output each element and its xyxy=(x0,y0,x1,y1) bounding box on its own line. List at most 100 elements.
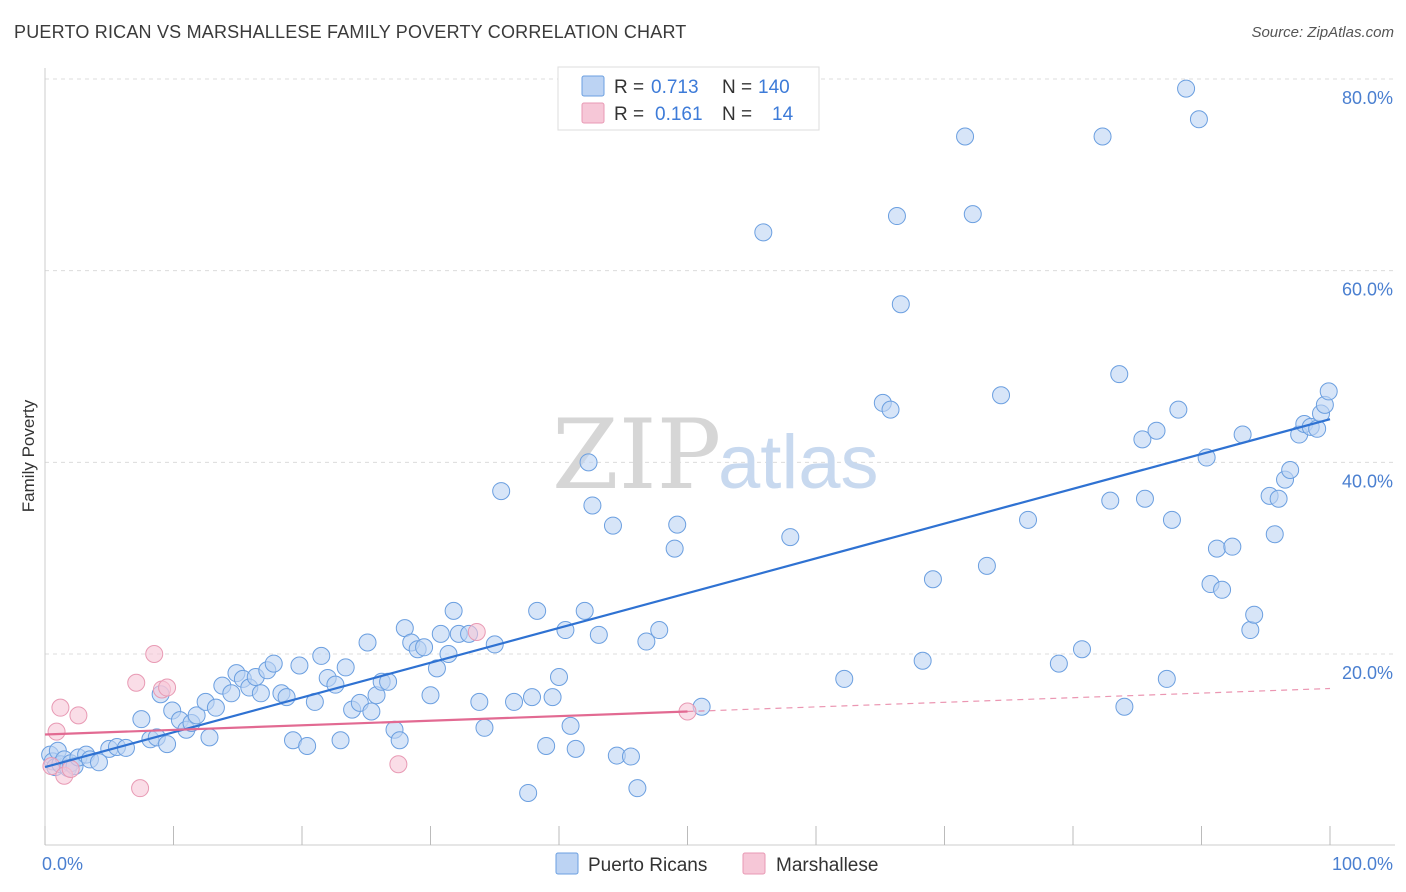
x-tick-label: 0.0% xyxy=(42,854,83,874)
axes xyxy=(44,68,1395,846)
trend-line-marshallese xyxy=(44,710,688,736)
trend-line-marshallese-extension xyxy=(687,687,1331,713)
point-puerto-ricans xyxy=(913,651,932,670)
point-puerto-ricans xyxy=(89,753,108,772)
point-puerto-ricans xyxy=(528,601,547,620)
point-marshallese xyxy=(127,673,146,692)
watermark: ZIP atlas xyxy=(552,399,879,511)
point-puerto-ricans xyxy=(1162,510,1181,529)
legend-swatch-puerto-ricans xyxy=(581,75,605,97)
x-tick-label: 100.0% xyxy=(1332,854,1393,874)
watermark-atlas: atlas xyxy=(718,420,879,505)
point-puerto-ricans xyxy=(1115,697,1134,716)
point-puerto-ricans xyxy=(158,735,177,754)
legend-n-value-1: 140 xyxy=(758,77,790,98)
series-swatch-puerto-ricans xyxy=(555,852,579,875)
y-tick-label: 60.0% xyxy=(1342,280,1393,300)
point-puerto-ricans xyxy=(1213,580,1232,599)
point-puerto-ricans xyxy=(264,654,283,673)
legend-n-label-1: N = xyxy=(722,77,752,98)
point-puerto-ricans xyxy=(187,706,206,725)
point-puerto-ricans xyxy=(1157,669,1176,688)
point-puerto-ricans xyxy=(1207,539,1226,558)
grid xyxy=(45,78,1395,655)
point-puerto-ricans xyxy=(1049,654,1068,673)
point-puerto-ricans xyxy=(1093,127,1112,146)
point-puerto-ricans xyxy=(1101,491,1120,510)
point-puerto-ricans xyxy=(887,207,906,226)
trend-lines xyxy=(44,418,1331,769)
point-puerto-ricans xyxy=(543,688,562,707)
trend-line-puerto-ricans xyxy=(44,418,1331,769)
point-puerto-ricans xyxy=(583,496,602,515)
legend-n-value-2: 14 xyxy=(772,104,794,125)
point-puerto-ricans xyxy=(754,223,773,242)
point-puerto-ricans xyxy=(963,205,982,224)
point-puerto-ricans xyxy=(298,737,317,755)
point-puerto-ricans xyxy=(1189,110,1208,129)
point-puerto-ricans xyxy=(589,625,608,644)
point-puerto-ricans xyxy=(881,400,900,419)
point-puerto-ricans xyxy=(200,728,219,747)
point-marshallese xyxy=(61,760,80,778)
tick-labels: 20.0% 40.0% 60.0% 80.0% 0.0% 100.0% xyxy=(42,88,1393,874)
point-puerto-ricans xyxy=(1110,365,1129,384)
point-puerto-ricans xyxy=(358,633,377,652)
point-puerto-ricans xyxy=(519,783,538,802)
legend-r-label-2: R = xyxy=(614,104,644,125)
point-puerto-ricans xyxy=(637,632,656,651)
series-legend: Puerto Ricans Marshallese xyxy=(555,852,878,876)
point-puerto-ricans xyxy=(781,528,800,547)
stats-legend: R = 0.713 N = 140 R = 0.161 N = 14 xyxy=(557,66,820,131)
point-puerto-ricans xyxy=(650,621,669,640)
point-marshallese xyxy=(145,645,164,663)
point-puerto-ricans xyxy=(1019,510,1038,529)
point-puerto-ricans xyxy=(362,702,381,721)
series-label-puerto-ricans: Puerto Ricans xyxy=(588,855,707,876)
point-puerto-ricans xyxy=(523,688,542,707)
point-marshallese xyxy=(51,698,70,717)
source-label: Source: ZipAtlas.com xyxy=(1251,24,1394,41)
point-puerto-ricans xyxy=(668,515,687,534)
legend-r-label-1: R = xyxy=(614,77,644,98)
point-marshallese xyxy=(158,678,177,697)
series-label-marshallese: Marshallese xyxy=(776,855,878,876)
point-puerto-ricans xyxy=(992,386,1011,405)
point-puerto-ricans xyxy=(331,731,350,750)
point-puerto-ricans xyxy=(579,453,598,472)
point-puerto-ricans xyxy=(956,127,975,146)
point-puerto-ricans xyxy=(415,638,434,657)
point-puerto-ricans xyxy=(1177,79,1196,98)
point-puerto-ricans xyxy=(390,731,409,750)
legend-n-label-2: N = xyxy=(722,104,752,125)
point-puerto-ricans xyxy=(665,539,684,558)
y-tick-label: 40.0% xyxy=(1342,471,1393,491)
point-puerto-ricans xyxy=(1133,430,1152,449)
point-puerto-ricans xyxy=(1269,489,1288,508)
point-puerto-ricans xyxy=(1265,525,1284,544)
point-marshallese xyxy=(389,755,408,774)
point-puerto-ricans xyxy=(977,556,996,575)
point-marshallese xyxy=(47,722,66,741)
point-puerto-ricans xyxy=(566,739,585,758)
point-puerto-ricans xyxy=(891,295,910,314)
point-puerto-ricans xyxy=(1245,605,1264,624)
point-puerto-ricans xyxy=(1169,400,1188,419)
point-puerto-ricans xyxy=(222,684,241,703)
point-puerto-ricans xyxy=(1135,489,1154,508)
point-puerto-ricans xyxy=(621,747,640,766)
point-puerto-ricans xyxy=(251,684,270,703)
point-puerto-ricans xyxy=(312,646,331,665)
point-puerto-ricans xyxy=(835,669,854,688)
point-puerto-ricans xyxy=(628,779,647,798)
point-puerto-ricans xyxy=(1072,640,1091,659)
point-puerto-ricans xyxy=(421,686,440,705)
series-swatch-marshallese xyxy=(742,852,766,875)
legend-swatch-marshallese xyxy=(581,102,605,124)
point-puerto-ricans xyxy=(290,656,309,675)
point-puerto-ricans xyxy=(431,624,450,643)
data-points xyxy=(41,79,1338,802)
point-puerto-ricans xyxy=(537,737,556,755)
point-puerto-ricans xyxy=(1147,421,1166,440)
